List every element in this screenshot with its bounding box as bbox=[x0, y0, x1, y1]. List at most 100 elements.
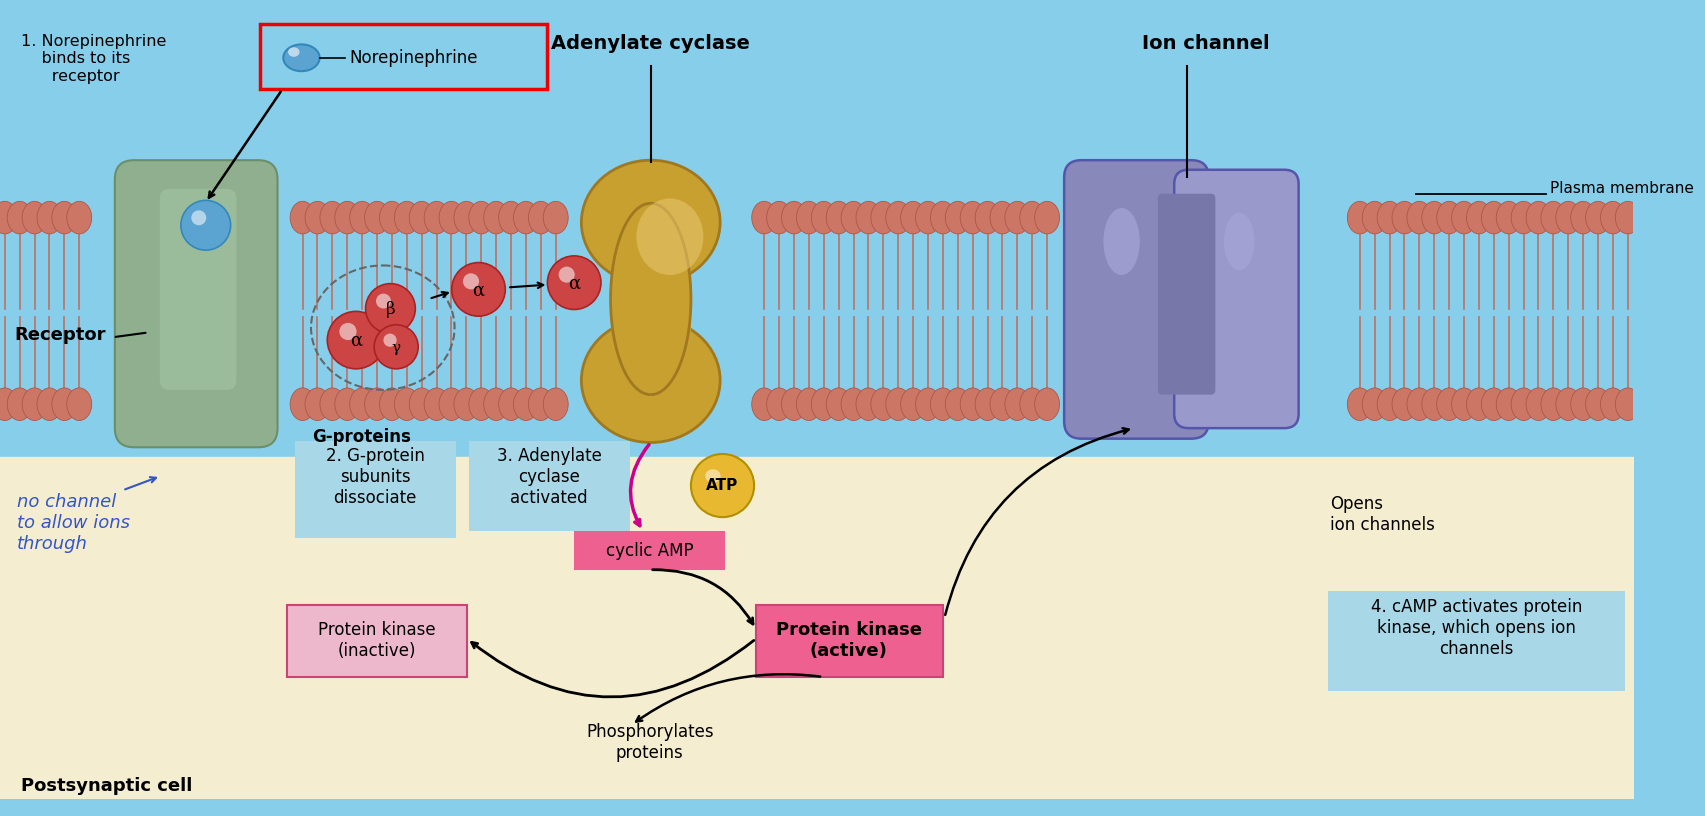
Ellipse shape bbox=[841, 202, 866, 234]
Ellipse shape bbox=[1436, 388, 1461, 420]
Ellipse shape bbox=[1020, 202, 1043, 234]
FancyBboxPatch shape bbox=[286, 605, 467, 677]
Ellipse shape bbox=[1599, 388, 1625, 420]
Ellipse shape bbox=[365, 388, 389, 420]
Ellipse shape bbox=[1222, 213, 1253, 270]
Ellipse shape bbox=[1615, 202, 1639, 234]
Ellipse shape bbox=[321, 388, 344, 420]
Text: 2. G-protein
subunits
dissociate: 2. G-protein subunits dissociate bbox=[326, 447, 425, 507]
Circle shape bbox=[547, 256, 600, 309]
Ellipse shape bbox=[989, 388, 1014, 420]
Text: Receptor: Receptor bbox=[14, 326, 106, 344]
Ellipse shape bbox=[1555, 202, 1581, 234]
Text: Adenylate cyclase: Adenylate cyclase bbox=[551, 33, 750, 53]
FancyBboxPatch shape bbox=[261, 24, 547, 90]
Ellipse shape bbox=[498, 202, 523, 234]
Ellipse shape bbox=[425, 202, 448, 234]
Ellipse shape bbox=[1103, 208, 1139, 275]
Ellipse shape bbox=[856, 202, 880, 234]
Circle shape bbox=[339, 323, 356, 340]
Ellipse shape bbox=[290, 202, 315, 234]
Ellipse shape bbox=[856, 388, 880, 420]
Ellipse shape bbox=[1615, 388, 1639, 420]
Ellipse shape bbox=[1451, 202, 1475, 234]
Ellipse shape bbox=[1526, 202, 1550, 234]
Ellipse shape bbox=[350, 202, 375, 234]
Ellipse shape bbox=[1362, 388, 1386, 420]
Ellipse shape bbox=[900, 202, 926, 234]
Ellipse shape bbox=[1004, 388, 1030, 420]
Ellipse shape bbox=[469, 202, 493, 234]
Ellipse shape bbox=[1391, 388, 1417, 420]
FancyBboxPatch shape bbox=[1158, 193, 1214, 395]
Ellipse shape bbox=[1495, 388, 1521, 420]
Text: 4. cAMP activates protein
kinase, which opens ion
channels: 4. cAMP activates protein kinase, which … bbox=[1371, 598, 1581, 658]
Ellipse shape bbox=[610, 330, 691, 358]
Ellipse shape bbox=[1391, 202, 1417, 234]
FancyBboxPatch shape bbox=[755, 605, 943, 677]
Ellipse shape bbox=[305, 388, 329, 420]
Ellipse shape bbox=[542, 388, 568, 420]
Ellipse shape bbox=[379, 202, 404, 234]
Ellipse shape bbox=[752, 202, 776, 234]
FancyBboxPatch shape bbox=[575, 531, 725, 570]
Ellipse shape bbox=[870, 388, 895, 420]
Text: γ: γ bbox=[392, 341, 401, 355]
Circle shape bbox=[384, 334, 396, 347]
Circle shape bbox=[375, 294, 390, 308]
Ellipse shape bbox=[1466, 388, 1490, 420]
Ellipse shape bbox=[438, 388, 464, 420]
Text: Protein kinase
(inactive): Protein kinase (inactive) bbox=[319, 621, 435, 660]
Ellipse shape bbox=[870, 202, 895, 234]
Text: no channel
to allow ions
through: no channel to allow ions through bbox=[17, 493, 130, 552]
Ellipse shape bbox=[1347, 202, 1371, 234]
Ellipse shape bbox=[945, 388, 970, 420]
Ellipse shape bbox=[900, 388, 926, 420]
Ellipse shape bbox=[841, 388, 866, 420]
Ellipse shape bbox=[1599, 202, 1625, 234]
Ellipse shape bbox=[394, 202, 419, 234]
Ellipse shape bbox=[1407, 388, 1430, 420]
Ellipse shape bbox=[929, 388, 955, 420]
Ellipse shape bbox=[581, 160, 720, 285]
Ellipse shape bbox=[1466, 202, 1490, 234]
Ellipse shape bbox=[885, 388, 910, 420]
Circle shape bbox=[452, 263, 505, 316]
Ellipse shape bbox=[66, 202, 92, 234]
FancyBboxPatch shape bbox=[469, 441, 629, 531]
FancyBboxPatch shape bbox=[114, 160, 278, 447]
Text: ATP: ATP bbox=[706, 478, 738, 493]
Ellipse shape bbox=[1451, 388, 1475, 420]
Ellipse shape bbox=[288, 47, 300, 57]
Ellipse shape bbox=[1555, 388, 1581, 420]
Ellipse shape bbox=[1033, 202, 1059, 234]
Ellipse shape bbox=[334, 388, 360, 420]
Ellipse shape bbox=[409, 202, 433, 234]
Ellipse shape bbox=[1570, 202, 1594, 234]
FancyBboxPatch shape bbox=[295, 441, 455, 539]
Ellipse shape bbox=[469, 388, 493, 420]
Ellipse shape bbox=[484, 202, 508, 234]
Ellipse shape bbox=[334, 202, 360, 234]
Ellipse shape bbox=[529, 202, 552, 234]
Ellipse shape bbox=[409, 388, 433, 420]
Text: β: β bbox=[385, 301, 396, 318]
Ellipse shape bbox=[394, 388, 419, 420]
Ellipse shape bbox=[610, 240, 691, 268]
Ellipse shape bbox=[7, 202, 32, 234]
Ellipse shape bbox=[513, 202, 539, 234]
Ellipse shape bbox=[7, 388, 32, 420]
Text: 1. Norepinephrine
    binds to its
      receptor: 1. Norepinephrine binds to its receptor bbox=[20, 33, 167, 84]
Ellipse shape bbox=[960, 388, 984, 420]
Circle shape bbox=[558, 267, 575, 282]
Circle shape bbox=[191, 211, 206, 225]
Ellipse shape bbox=[1526, 388, 1550, 420]
Ellipse shape bbox=[0, 202, 17, 234]
Circle shape bbox=[365, 284, 414, 334]
Text: α: α bbox=[350, 332, 361, 350]
Ellipse shape bbox=[22, 202, 48, 234]
Ellipse shape bbox=[812, 388, 835, 420]
Ellipse shape bbox=[66, 388, 92, 420]
Ellipse shape bbox=[1347, 388, 1371, 420]
FancyBboxPatch shape bbox=[1064, 160, 1207, 439]
